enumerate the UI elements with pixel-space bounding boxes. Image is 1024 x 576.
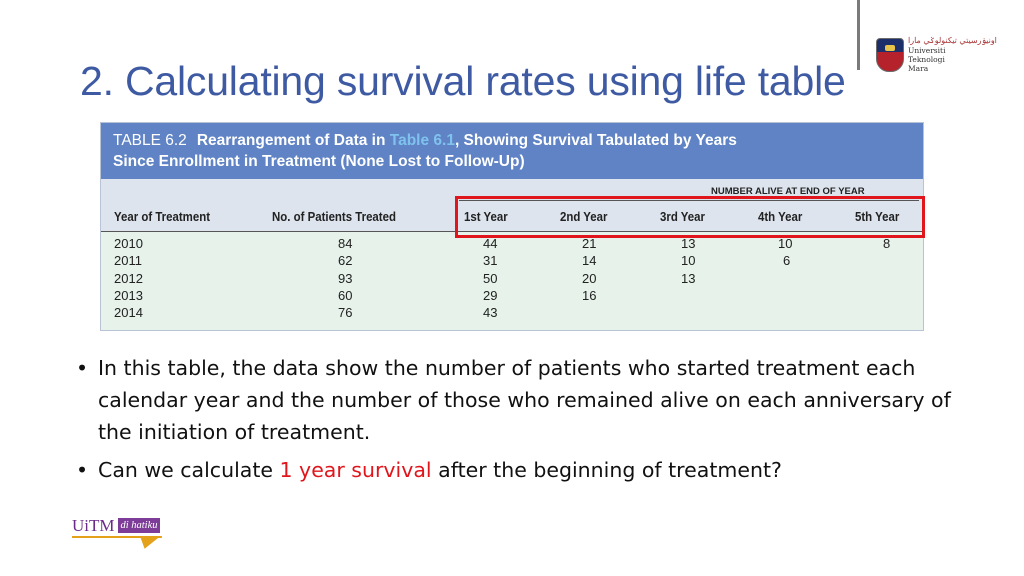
table-cell: 31 <box>483 253 498 268</box>
table-cell: 60 <box>338 288 353 303</box>
caption-line-2: Since Enrollment in Treatment (None Lost… <box>113 153 525 170</box>
caption-reference: Table 6.1 <box>389 132 455 149</box>
table-cell: 2011 <box>114 253 142 268</box>
table-cell: 8 <box>883 236 891 251</box>
highlight-box <box>455 196 925 238</box>
swoosh-icon <box>72 536 162 548</box>
group-header: NUMBER ALIVE AT END OF YEAR <box>711 186 865 197</box>
table-cell: 10 <box>681 253 696 268</box>
table-header: NUMBER ALIVE AT END OF YEAR Year of Trea… <box>101 179 923 232</box>
crest-icon <box>876 38 904 72</box>
table-cell: 29 <box>483 288 498 303</box>
logo-name-line: Universiti <box>908 46 946 55</box>
table-cell: 2012 <box>114 271 143 286</box>
caption-text: Rearrangement of Data in <box>196 132 390 149</box>
divider-line <box>857 0 860 70</box>
bullet-item: Can we calculate 1 year survival after t… <box>74 454 954 486</box>
bullet-list: In this table, the data show the number … <box>74 352 954 492</box>
table-cell: 14 <box>582 253 597 268</box>
bullet-text: In this table, the data show the number … <box>98 356 951 444</box>
arrow-icon <box>140 531 162 549</box>
university-logo: اونيۏرسيتي تيكنولوݢي مارا Universiti Tek… <box>876 36 997 86</box>
table-cell: 93 <box>338 271 353 286</box>
table-label: TABLE 6.2 <box>113 132 187 149</box>
logo-name: Universiti Teknologi Mara <box>908 46 945 73</box>
column-header: 4th Year <box>758 209 803 224</box>
logo-name-line: Teknologi <box>908 55 945 64</box>
table-cell: 2010 <box>114 236 143 251</box>
table-cell: 16 <box>582 288 597 303</box>
table-cell: 21 <box>582 236 597 251</box>
uitm-logo: UiTM di hatiku <box>72 516 164 549</box>
uitm-logo-text: UiTM <box>72 516 115 535</box>
table-cell: 20 <box>582 271 597 286</box>
table-caption: TABLE 6.2 Rearrangement of Data in Table … <box>101 123 923 179</box>
bullet-text: Can we calculate <box>98 458 280 482</box>
table-cell: 84 <box>338 236 353 251</box>
bullet-text-end: after the beginning of treatment? <box>431 458 782 482</box>
table-cell: 43 <box>483 305 498 320</box>
column-header: 2nd Year <box>560 209 608 224</box>
caption-text-end: , Showing Survival Tabulated by Years <box>454 132 737 149</box>
table-cell: 2014 <box>114 305 143 320</box>
table-cell: 13 <box>681 236 696 251</box>
logo-name-line: Mara <box>908 64 929 73</box>
column-header: Year of Treatment <box>114 209 211 224</box>
table-cell: 44 <box>483 236 498 251</box>
highlighted-phrase: 1 year survival <box>279 458 432 482</box>
column-header: 3rd Year <box>660 209 705 224</box>
column-header: No. of Patients Treated <box>272 209 396 224</box>
table-cell: 76 <box>338 305 353 320</box>
table-cell: 10 <box>778 236 793 251</box>
bullet-item: In this table, the data show the number … <box>74 352 954 448</box>
table-cell: 6 <box>783 253 791 268</box>
table-cell: 2013 <box>114 288 143 303</box>
table-cell: 13 <box>681 271 696 286</box>
table-cell: 62 <box>338 253 353 268</box>
uitm-logo-tag: di hatiku <box>118 518 160 533</box>
column-header: 1st Year <box>464 209 508 224</box>
group-header-rule <box>459 200 919 201</box>
life-table: TABLE 6.2 Rearrangement of Data in Table … <box>100 122 924 331</box>
column-header: 5th Year <box>855 209 900 224</box>
slide-title: 2. Calculating survival rates using life… <box>80 58 846 104</box>
logo-jawi-text: اونيۏرسيتي تيكنولوݢي مارا <box>908 36 997 45</box>
table-cell: 50 <box>483 271 498 286</box>
